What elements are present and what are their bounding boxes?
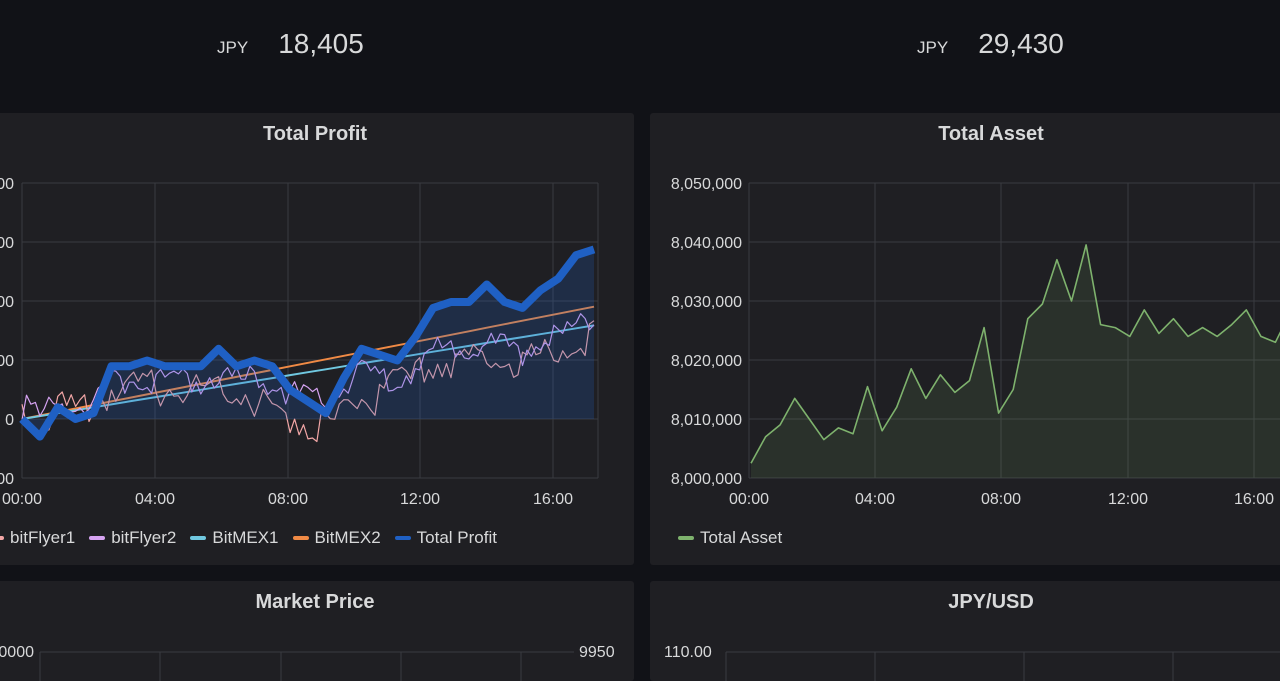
legend-item[interactable]: BitMEX2 [292,528,381,548]
stat-value: 18,405 [278,28,364,59]
legend-swatch [190,536,207,540]
legend-label: Total Asset [700,528,783,547]
stat-asset: JPY 29,430 [917,28,1064,60]
legend-item[interactable]: bitFlyer1 [0,528,75,548]
y-tick-label: 8,000,000 [671,471,742,488]
y-tick-label: 000 [0,471,14,488]
panel-jpy-usd[interactable]: JPY/USD 110.00 [650,581,1280,681]
panel-title[interactable]: JPY/USD [948,591,1034,613]
y-tick-label: 8,050,000 [671,176,742,193]
x-tick-label: 00:00 [729,491,769,508]
series-area-total-profit [22,249,594,437]
total-asset-chart: 8,000,000 8,010,000 8,020,000 8,030,000 8,04… [671,176,1280,508]
x-tick-label: 04:00 [855,491,895,508]
y-tick-label: 0000 [0,644,34,661]
panel-total-asset[interactable]: Total Asset [650,113,1280,565]
x-tick-label: 08:00 [268,491,308,508]
stat-unit: JPY [217,38,249,57]
y-tick-label: 8,020,000 [671,353,742,370]
legend-item[interactable]: BitMEX1 [190,528,279,548]
panel-total-profit[interactable]: Total Profit [0,113,634,565]
y-tick-label: 000 [0,294,14,311]
legend-label: BitMEX1 [212,528,279,547]
legend-swatch [678,536,694,540]
total-profit-legend: bitFlyer1 bitFlyer2 BitMEX1 BitMEX2 Total Pr… [0,528,511,548]
legend-label: bitFlyer1 [10,528,76,547]
y-tick-label: 0 [5,412,14,429]
stat-profit: JPY 18,405 [217,28,364,60]
y-tick-label: 8,010,000 [671,412,742,429]
series-line-total-profit [19,245,596,441]
series-line-bitmex1 [21,324,595,420]
y-tick-label: 110.00 [664,644,712,661]
legend-label: Total Profit [416,528,497,547]
x-tick-label: 12:00 [1108,491,1148,508]
panel-title[interactable]: Total Profit [262,123,368,145]
series-line-bitmex2 [21,305,595,420]
legend-item[interactable]: Total Profit [394,528,497,548]
y-tick-label: 000 [0,353,14,370]
stat-value: 29,430 [978,28,1064,59]
x-tick-label: 16:00 [1234,491,1274,508]
legend-swatch [89,536,106,540]
legend-swatch [394,536,411,540]
legend-item[interactable]: Total Asset [678,528,782,548]
x-tick-label: 00:00 [2,491,42,508]
y-tick-label: 9950 [579,644,615,661]
legend-swatch [292,536,309,540]
series-line-bitflyer1 [21,320,595,443]
y-tick-label: 000 [0,235,14,252]
panel-market-price[interactable]: Market Price 0000 9950 [0,581,634,681]
series-area-total-asset [751,244,1280,478]
legend-swatch [0,536,4,540]
total-profit-chart: 000000000000000000:0004:0008:0012:0016:0… [0,176,599,508]
x-tick-label: 04:00 [135,491,175,508]
market-price-chart: 0000 9950 [0,644,615,681]
legend-label: BitMEX2 [314,528,381,547]
x-tick-label: 12:00 [400,491,440,508]
y-tick-label: 000 [0,176,14,193]
x-tick-label: 16:00 [533,491,573,508]
y-tick-label: 8,040,000 [671,235,742,252]
total-asset-legend: Total Asset [678,528,796,548]
series-line-total-asset [750,244,1280,464]
legend-item[interactable]: bitFlyer2 [89,528,176,548]
panel-title[interactable]: Market Price [255,591,375,613]
legend-label: bitFlyer2 [111,528,177,547]
panel-title[interactable]: Total Asset [938,123,1044,145]
jpy-usd-chart: 110.00 [664,644,1280,681]
stat-unit: JPY [917,38,949,57]
y-tick-label: 8,030,000 [671,294,742,311]
x-tick-label: 08:00 [981,491,1021,508]
series-line-bitflyer2 [21,313,595,421]
